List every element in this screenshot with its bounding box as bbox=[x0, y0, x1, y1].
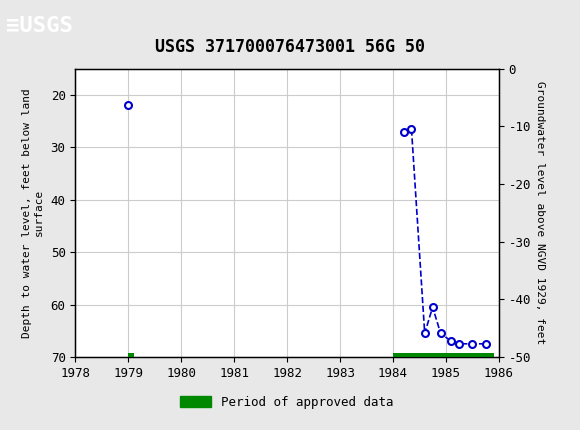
Legend: Period of approved data: Period of approved data bbox=[175, 391, 399, 414]
Bar bbox=[128, 353, 133, 357]
Y-axis label: Depth to water level, feet below land
surface: Depth to water level, feet below land su… bbox=[22, 88, 44, 338]
Bar bbox=[393, 353, 494, 357]
Text: ≡USGS: ≡USGS bbox=[6, 16, 72, 36]
Y-axis label: Groundwater level above NGVD 1929, feet: Groundwater level above NGVD 1929, feet bbox=[535, 81, 545, 344]
Text: USGS 371700076473001 56G 50: USGS 371700076473001 56G 50 bbox=[155, 38, 425, 56]
